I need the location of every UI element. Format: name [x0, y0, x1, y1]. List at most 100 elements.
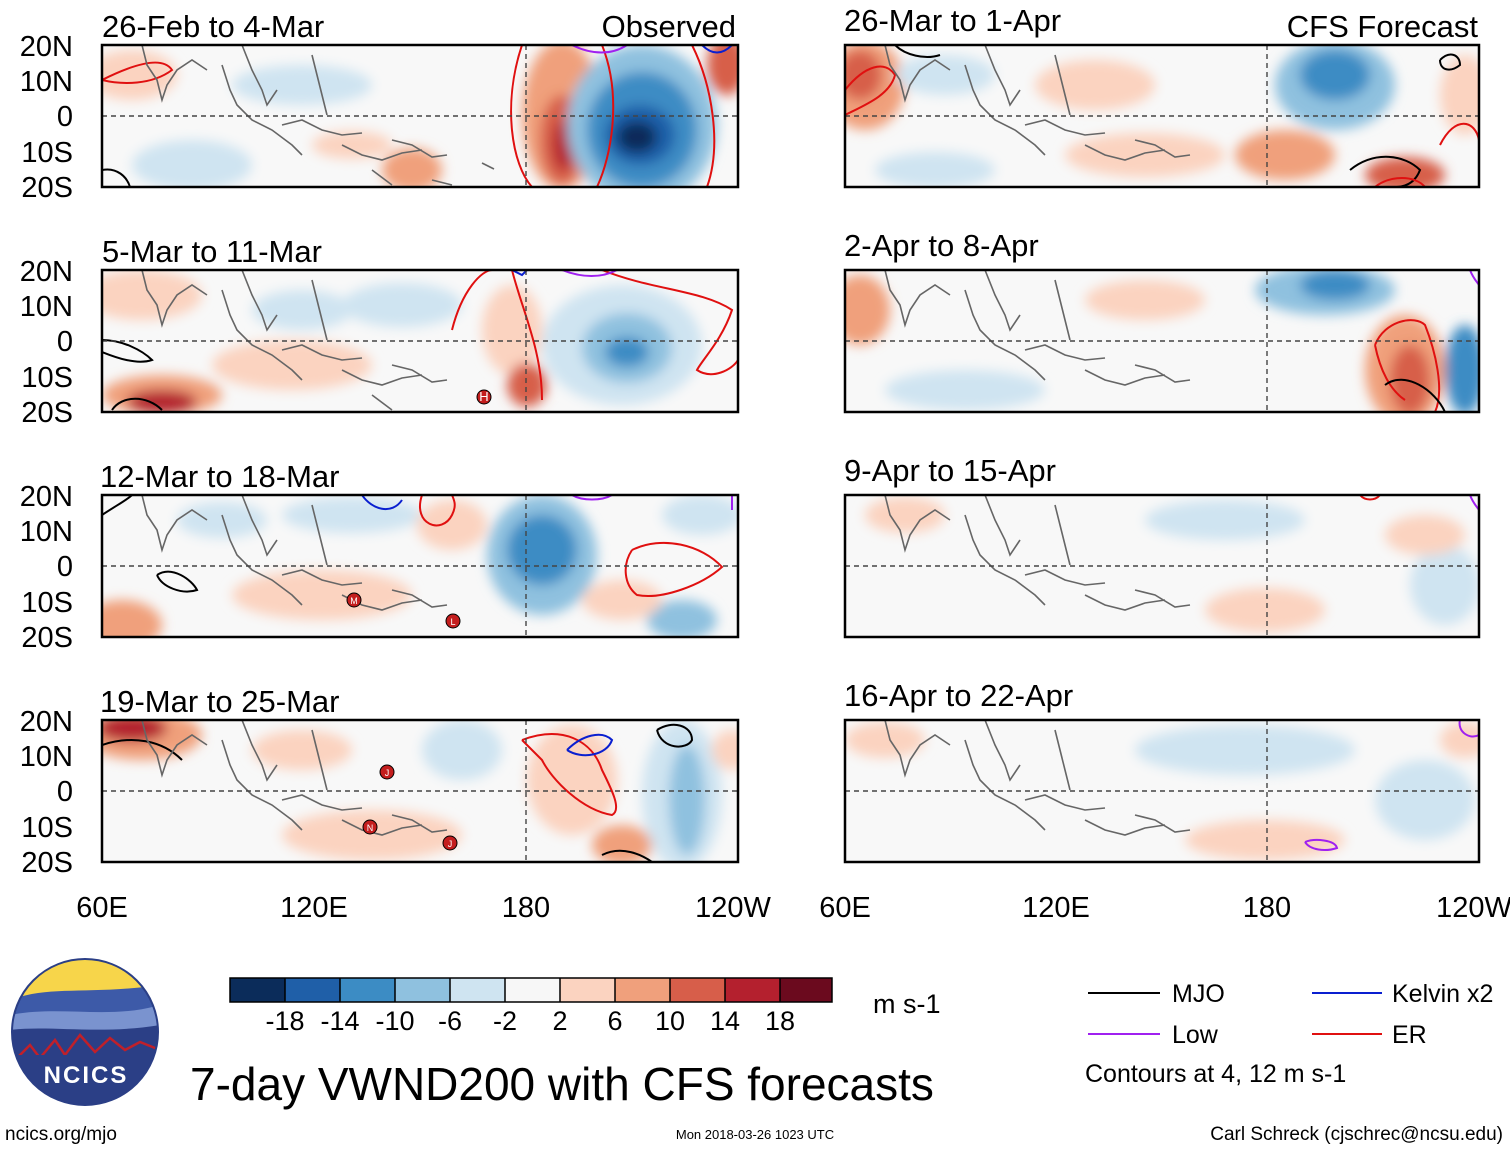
colorbar-label: -14: [320, 1006, 359, 1036]
panel-title: 16-Apr to 22-Apr: [844, 678, 1073, 713]
svg-text:20N: 20N: [20, 706, 73, 738]
svg-text:J: J: [448, 839, 453, 849]
colorbar-label: 14: [710, 1006, 740, 1036]
timestamp: Mon 2018-03-26 1023 UTC: [676, 1127, 834, 1142]
svg-text:0: 0: [57, 326, 73, 358]
lat-axis-panel-1: 20N 10N 0 10S 20S: [20, 31, 73, 204]
storm-marker: N: [362, 819, 378, 835]
panel-title: 26-Mar to 1-Apr: [844, 3, 1061, 38]
storm-marker: M: [346, 592, 362, 608]
svg-text:10N: 10N: [20, 291, 73, 323]
colorbar-swatch: [780, 978, 832, 1002]
author-credit: Carl Schreck (cjschrec@ncsu.edu): [1210, 1124, 1503, 1145]
svg-text:10S: 10S: [21, 137, 73, 169]
map-panel-observed-4: J N J: [100, 718, 740, 864]
column-label-observed: Observed: [602, 9, 736, 44]
map-panel-forecast-1: [843, 43, 1481, 189]
svg-text:H: H: [479, 389, 488, 404]
svg-text:180: 180: [1243, 892, 1291, 924]
legend-note: Contours at 4, 12 m s-1: [1085, 1060, 1346, 1088]
colorbar-label: 6: [607, 1006, 622, 1036]
lon-axis-observed: 60E 120E 180 120W: [76, 892, 771, 924]
colorbar-label: -6: [438, 1006, 462, 1036]
lon-axis-forecast: 60E 120E 180 120W: [819, 892, 1510, 924]
colorbar-label: 18: [765, 1006, 795, 1036]
svg-text:120E: 120E: [280, 892, 348, 924]
lat-axis-panel-3: 20N 10N 0 10S 20S: [20, 481, 73, 654]
ncics-logo: NCICS: [11, 958, 159, 1106]
website-link[interactable]: ncics.org/mjo: [5, 1124, 117, 1145]
legend-label-kelvin: Kelvin x2: [1392, 980, 1493, 1008]
map-panel-forecast-3: [843, 493, 1481, 639]
svg-text:10S: 10S: [21, 587, 73, 619]
svg-text:20S: 20S: [21, 847, 73, 879]
svg-text:N: N: [367, 823, 374, 833]
svg-text:0: 0: [57, 776, 73, 808]
svg-text:J: J: [385, 768, 390, 778]
svg-text:120W: 120W: [695, 892, 771, 924]
svg-text:20N: 20N: [20, 481, 73, 513]
svg-text:120W: 120W: [1436, 892, 1510, 924]
colorbar-swatch: [505, 978, 560, 1002]
colorbar-swatch: [670, 978, 725, 1002]
legend-label-mjo: MJO: [1172, 980, 1225, 1008]
svg-text:0: 0: [57, 101, 73, 133]
colorbar-label: -18: [265, 1006, 304, 1036]
storm-marker: H: [476, 389, 492, 405]
storm-marker: J: [442, 835, 458, 851]
colorbar-swatch: [725, 978, 780, 1002]
storm-marker: L: [445, 613, 461, 629]
colorbar-swatch: [395, 978, 450, 1002]
svg-text:20N: 20N: [20, 256, 73, 288]
svg-text:L: L: [450, 617, 455, 627]
svg-text:10S: 10S: [21, 812, 73, 844]
colorbar-label: 2: [552, 1006, 567, 1036]
panel-title: 5-Mar to 11-Mar: [102, 234, 322, 269]
colorbar-label: 10: [655, 1006, 685, 1036]
colorbar-swatch: [230, 978, 285, 1002]
figure-title: 7-day VWND200 with CFS forecasts: [190, 1058, 934, 1110]
panel-title: 19-Mar to 25-Mar: [100, 684, 339, 719]
storm-marker: J: [379, 764, 395, 780]
svg-text:20S: 20S: [21, 397, 73, 429]
svg-text:20S: 20S: [21, 172, 73, 204]
colorbar-swatch: [450, 978, 505, 1002]
colorbar-swatch: [560, 978, 615, 1002]
colorbar-swatch: [615, 978, 670, 1002]
panel-title: 12-Mar to 18-Mar: [100, 459, 339, 494]
svg-text:10N: 10N: [20, 741, 73, 773]
map-panel-observed-2: H: [100, 268, 740, 414]
svg-text:M: M: [350, 596, 358, 606]
lat-axis-panel-2: 20N 10N 0 10S 20S: [20, 256, 73, 429]
svg-text:10S: 10S: [21, 362, 73, 394]
svg-text:10N: 10N: [20, 516, 73, 548]
svg-text:180: 180: [502, 892, 550, 924]
legend-label-er: ER: [1392, 1021, 1427, 1049]
panel-title: 9-Apr to 15-Apr: [844, 453, 1056, 488]
colorbar-label: -10: [375, 1006, 414, 1036]
column-label-forecast: CFS Forecast: [1287, 9, 1479, 44]
map-panel-observed-3: M L: [100, 493, 740, 639]
colorbar-label: -2: [493, 1006, 517, 1036]
svg-text:10N: 10N: [20, 66, 73, 98]
svg-text:20N: 20N: [20, 31, 73, 63]
svg-text:120E: 120E: [1022, 892, 1090, 924]
map-panel-observed-1: [100, 43, 740, 189]
colorbar: -18 -14 -10 -6 -2 2 6 10 14 18 m s-1: [229, 977, 941, 1036]
panel-title: 2-Apr to 8-Apr: [844, 228, 1039, 263]
svg-text:60E: 60E: [76, 892, 128, 924]
logo-text: NCICS: [44, 1062, 129, 1089]
colorbar-unit: m s-1: [873, 989, 941, 1019]
colorbar-swatch: [340, 978, 395, 1002]
legend-label-low: Low: [1172, 1021, 1219, 1049]
colorbar-swatch: [285, 978, 340, 1002]
panel-title: 26-Feb to 4-Mar: [102, 9, 324, 44]
map-panel-forecast-2: [843, 268, 1481, 414]
map-panel-forecast-4: [843, 718, 1481, 864]
svg-text:60E: 60E: [819, 892, 871, 924]
svg-text:20S: 20S: [21, 622, 73, 654]
lat-axis-panel-4: 20N 10N 0 10S 20S: [20, 706, 73, 879]
svg-text:0: 0: [57, 551, 73, 583]
contour-legend: MJO Kelvin x2 Low ER Contours at 4, 12 m…: [1085, 980, 1493, 1088]
